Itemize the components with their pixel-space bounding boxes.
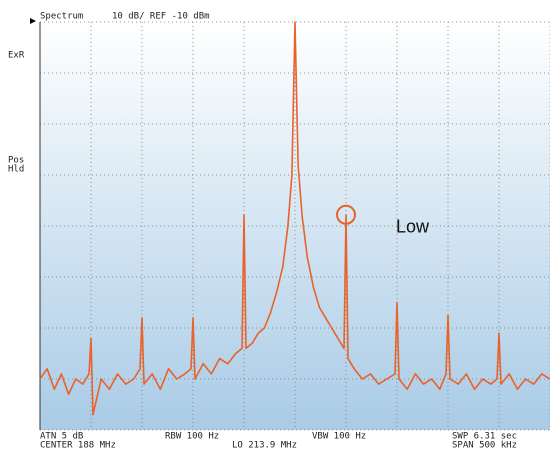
trace xyxy=(39,21,550,416)
status-text: SWP 6.31 sec xyxy=(452,432,517,442)
status-text: ATN 5 dB xyxy=(40,432,83,442)
side-label: Hld xyxy=(8,165,24,175)
status-text: CENTER 188 MHz xyxy=(40,441,116,451)
marker-label: Low xyxy=(396,217,430,237)
ref-marker xyxy=(30,18,36,24)
side-label: Pos xyxy=(8,156,24,166)
side-label: ExR xyxy=(8,51,25,61)
scale-label: 10 dB/ REF -10 dBm xyxy=(112,12,210,22)
mode-label: Spectrum xyxy=(40,12,83,22)
marker-circle xyxy=(336,204,356,225)
status-text: VBW 100 Hz xyxy=(312,432,366,442)
status-text: RBW 100 Hz xyxy=(165,432,219,442)
status-text: LO 213.9 MHz xyxy=(232,441,297,451)
status-text: SPAN 500 kHz xyxy=(452,441,517,451)
